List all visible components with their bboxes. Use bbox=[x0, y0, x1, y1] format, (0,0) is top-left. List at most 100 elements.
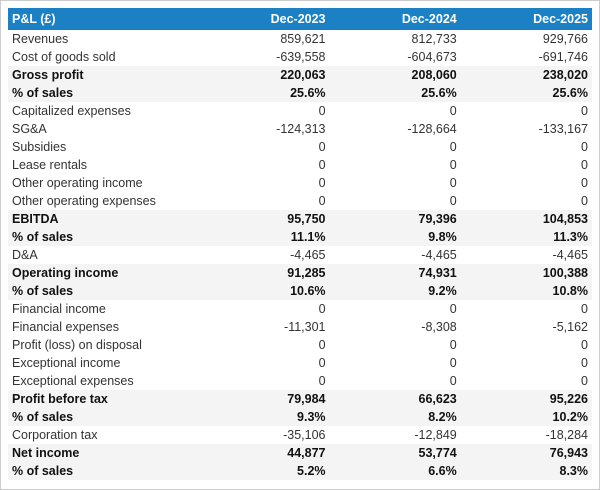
table-row: Gross profit 220,063 208,060 238,020 bbox=[8, 66, 592, 84]
row-value: 76,943 bbox=[460, 444, 592, 462]
row-label: Financial income bbox=[12, 302, 106, 316]
row-value: 0 bbox=[581, 158, 588, 172]
table-row: Lease rentals 0 0 0 bbox=[8, 156, 592, 174]
table-row: Operating income 91,285 74,931 100,388 bbox=[8, 264, 592, 282]
table-body: Revenues 859,621 812,733 929,766 Cost of goo… bbox=[8, 30, 592, 480]
row-value: 929,766 bbox=[542, 32, 588, 46]
row-label: Profit (loss) on disposal bbox=[12, 338, 142, 352]
row-label: Lease rentals bbox=[12, 158, 88, 172]
row-label: % of sales bbox=[8, 282, 199, 300]
table-row: Other operating income 0 0 0 bbox=[8, 174, 592, 192]
row-value: 220,063 bbox=[198, 66, 330, 84]
row-value: 104,853 bbox=[460, 210, 592, 228]
row-value: 238,020 bbox=[460, 66, 592, 84]
row-value: 8.2% bbox=[329, 408, 461, 426]
row-label: Cost of goods sold bbox=[12, 50, 116, 64]
row-value: 0 bbox=[318, 302, 326, 316]
row-value: 10.2% bbox=[460, 408, 592, 426]
row-label: Corporation tax bbox=[12, 428, 98, 442]
table-row: Capitalized expenses 0 0 0 bbox=[8, 102, 592, 120]
row-value: 11.3% bbox=[460, 228, 592, 246]
row-value: 9.3% bbox=[198, 408, 330, 426]
pnl-table: P&L (£) Dec-2023 Dec-2024 Dec-2025 Reven… bbox=[8, 8, 592, 480]
row-value: -4,465 bbox=[552, 248, 588, 262]
row-value: -8,308 bbox=[421, 320, 457, 334]
row-value: 0 bbox=[449, 140, 457, 154]
row-value: 0 bbox=[449, 356, 457, 370]
table-row: Other operating expenses 0 0 0 bbox=[8, 192, 592, 210]
row-value: 0 bbox=[318, 194, 326, 208]
table-row: Exceptional expenses 0 0 0 bbox=[8, 372, 592, 390]
row-label: SG&A bbox=[12, 122, 47, 136]
table-row: Exceptional income 0 0 0 bbox=[8, 354, 592, 372]
row-label: Other operating expenses bbox=[12, 194, 156, 208]
row-value: 0 bbox=[318, 104, 326, 118]
row-value: 79,984 bbox=[198, 390, 330, 408]
row-label: % of sales bbox=[8, 462, 199, 480]
row-value: 9.2% bbox=[329, 282, 461, 300]
row-value: 0 bbox=[449, 176, 457, 190]
row-value: -12,849 bbox=[414, 428, 457, 442]
row-value: -11,301 bbox=[284, 320, 326, 334]
row-value: 0 bbox=[449, 374, 457, 388]
row-value: 66,623 bbox=[329, 390, 461, 408]
row-label: % of sales bbox=[8, 84, 199, 102]
row-value: 0 bbox=[318, 176, 326, 190]
row-value: 95,750 bbox=[198, 210, 330, 228]
header-dec-2024: Dec-2024 bbox=[329, 8, 461, 30]
row-value: 100,388 bbox=[460, 264, 592, 282]
table-row: EBITDA 95,750 79,396 104,853 bbox=[8, 210, 592, 228]
row-value: 0 bbox=[581, 374, 588, 388]
table-row: Corporation tax -35,106 -12,849 -18,284 bbox=[8, 426, 592, 444]
header-row: P&L (£) Dec-2023 Dec-2024 Dec-2025 bbox=[8, 8, 592, 30]
row-value: -691,746 bbox=[538, 50, 588, 64]
row-value: 0 bbox=[581, 338, 588, 352]
row-value: 0 bbox=[581, 194, 588, 208]
table-row: Profit (loss) on disposal 0 0 0 bbox=[8, 336, 592, 354]
table-row: % of sales 11.1% 9.8% 11.3% bbox=[8, 228, 592, 246]
row-value: 208,060 bbox=[329, 66, 461, 84]
row-label: Capitalized expenses bbox=[12, 104, 131, 118]
row-value: 6.6% bbox=[329, 462, 461, 480]
row-value: 0 bbox=[581, 302, 588, 316]
row-label: Financial expenses bbox=[12, 320, 120, 334]
row-value: -604,673 bbox=[407, 50, 457, 64]
row-value: 9.8% bbox=[329, 228, 461, 246]
row-label: D&A bbox=[12, 248, 38, 262]
row-value: 0 bbox=[581, 356, 588, 370]
row-label: Gross profit bbox=[8, 66, 199, 84]
table-row: Cost of goods sold -639,558 -604,673 -691,7… bbox=[8, 48, 592, 66]
row-label: % of sales bbox=[8, 408, 199, 426]
table-row: Net income 44,877 53,774 76,943 bbox=[8, 444, 592, 462]
table-row: % of sales 10.6% 9.2% 10.8% bbox=[8, 282, 592, 300]
row-value: 0 bbox=[449, 194, 457, 208]
row-value: 0 bbox=[318, 140, 326, 154]
row-value: 74,931 bbox=[329, 264, 461, 282]
row-value: 0 bbox=[581, 176, 588, 190]
row-value: -124,313 bbox=[276, 122, 326, 136]
row-value: -5,162 bbox=[552, 320, 588, 334]
row-value: 0 bbox=[318, 158, 326, 172]
row-value: 812,733 bbox=[411, 32, 457, 46]
row-label: Revenues bbox=[12, 32, 69, 46]
row-value: 79,396 bbox=[329, 210, 461, 228]
row-label: Subsidies bbox=[12, 140, 67, 154]
row-value: 10.8% bbox=[460, 282, 592, 300]
row-value: 0 bbox=[318, 374, 326, 388]
row-value: 25.6% bbox=[198, 84, 330, 102]
row-label: Exceptional income bbox=[12, 356, 121, 370]
row-value: 25.6% bbox=[329, 84, 461, 102]
row-value: 11.1% bbox=[198, 228, 330, 246]
table-row: SG&A -124,313 -128,664 -133,167 bbox=[8, 120, 592, 138]
row-value: 0 bbox=[449, 158, 457, 172]
table-row: Financial income 0 0 0 bbox=[8, 300, 592, 318]
header-dec-2025: Dec-2025 bbox=[460, 8, 592, 30]
row-value: 8.3% bbox=[460, 462, 592, 480]
row-label: % of sales bbox=[8, 228, 199, 246]
table-row: D&A -4,465 -4,465 -4,465 bbox=[8, 246, 592, 264]
table-header: P&L (£) Dec-2023 Dec-2024 Dec-2025 bbox=[8, 8, 592, 30]
row-value: -18,284 bbox=[545, 428, 588, 442]
row-value: 25.6% bbox=[460, 84, 592, 102]
row-value: 0 bbox=[449, 338, 457, 352]
